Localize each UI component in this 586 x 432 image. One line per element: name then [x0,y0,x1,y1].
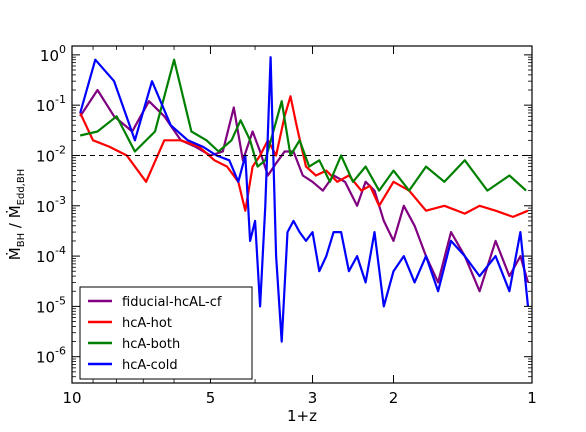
x-tick-label: 10 [62,389,81,407]
y-tick-label: 10-5 [36,294,66,316]
x-tick-label: 5 [206,389,216,407]
y-axis-label: ṀBH / ṀEdd,BH [5,169,27,260]
series-line-1 [79,95,529,218]
y-tick-label-exp: -2 [55,143,66,156]
y-axis-label-sub2: Edd,BH [16,169,27,206]
labels-layer: 1+z ṀBH / ṀEdd,BH [5,169,317,425]
y-tick-label-exp: -4 [55,244,66,257]
y-tick-label-base: 10 [40,47,59,65]
series-line-0 [79,88,530,293]
y-tick-label: 10-1 [36,93,66,115]
x-tick-label: 3 [308,389,318,407]
y-tick-label-exp: 0 [59,43,66,56]
legend-label-0: fiducial-hcAL-cf [122,295,222,310]
legend-label-3: hcA-cold [122,358,178,373]
x-tick-label: 2 [389,389,399,407]
y-axis-label-sub1: BH [16,233,27,247]
y-tick-label: 10-3 [36,194,66,216]
plot-frame [71,45,533,384]
y-tick-label-base: 10 [36,248,55,266]
y-tick-label-base: 10 [36,97,55,115]
series-line-2 [79,58,527,192]
y-tick-label-exp: -6 [55,345,66,358]
y-axis-label-main: Ṁ [5,247,24,260]
legend-label-2: hcA-both [122,337,180,352]
y-tick-label: 10-4 [36,244,66,266]
series-line-3 [79,56,530,343]
y-tick-label-exp: -5 [55,294,66,307]
x-tick-label: 1 [527,389,537,407]
y-tick-label: 10-6 [36,345,66,367]
y-tick-label-exp: -1 [55,93,66,106]
y-axis-label-sep: / Ṁ [5,205,24,233]
legend-label-1: hcA-hot [122,316,172,331]
y-tick-label: 100 [40,43,66,65]
y-tick-label-base: 10 [36,198,55,216]
y-tick-label-base: 10 [36,298,55,316]
y-tick-label: 10-2 [36,143,66,165]
y-tick-label-exp: -3 [55,194,66,207]
y-tick-label-base: 10 [36,147,55,165]
legend: fiducial-hcAL-cf hcA-hot hcA-both hcA-cold [79,286,253,380]
x-axis-label: 1+z [287,407,317,425]
y-tick-label-base: 10 [36,349,55,367]
